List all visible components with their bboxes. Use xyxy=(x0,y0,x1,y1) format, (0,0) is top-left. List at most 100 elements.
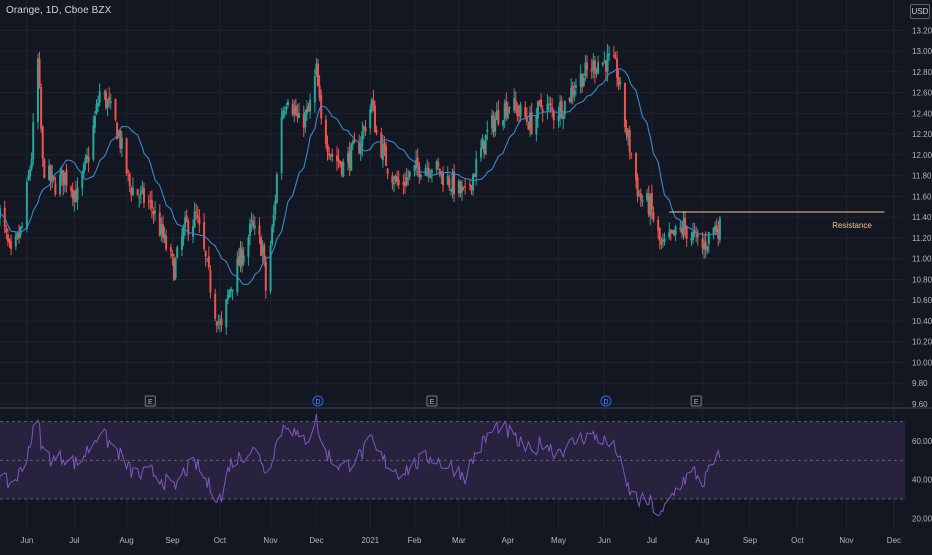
candle-body xyxy=(449,189,452,191)
candle-body xyxy=(171,253,174,257)
candle-body xyxy=(328,153,331,156)
candle-body xyxy=(623,82,626,128)
candle-body xyxy=(541,109,544,113)
candle-body xyxy=(350,144,353,171)
time-tick-label: Jul xyxy=(69,536,79,545)
candle-body xyxy=(337,158,340,162)
candle-body xyxy=(538,100,541,102)
candle-body xyxy=(614,57,617,59)
candle-body xyxy=(639,193,642,200)
candle-body xyxy=(184,217,187,228)
candle-body xyxy=(370,99,373,112)
candle-body xyxy=(435,160,438,171)
candle-body xyxy=(484,134,487,155)
candle-body xyxy=(54,183,57,195)
currency-badge[interactable]: USD xyxy=(910,4,930,19)
candle-body xyxy=(105,91,108,108)
earnings-marker-label: E xyxy=(148,399,153,406)
price-tick-label: 10.20 xyxy=(912,338,932,347)
candle-body xyxy=(280,117,283,174)
candle-body xyxy=(669,229,672,234)
candle-body xyxy=(250,220,253,222)
candle-body xyxy=(87,156,90,162)
candle-body xyxy=(86,155,89,159)
candle-body xyxy=(361,131,364,147)
candle-body xyxy=(324,119,327,145)
candle-body xyxy=(220,318,223,326)
price-tick-label: 9.60 xyxy=(912,400,928,409)
candle-body xyxy=(128,173,131,186)
candle-body xyxy=(130,188,133,196)
candle-body xyxy=(331,153,334,157)
rsi-pane: 20.00 40.00 60.00 xyxy=(0,413,932,523)
moving-average-line xyxy=(0,68,721,286)
candle-body xyxy=(704,241,707,250)
candle-body xyxy=(351,141,354,145)
candle-body xyxy=(402,181,405,185)
candle-body xyxy=(385,146,388,166)
price-tick-label: 11.60 xyxy=(912,192,932,201)
candle-body xyxy=(562,115,565,120)
candle-body xyxy=(636,177,639,197)
candle-body xyxy=(315,64,318,75)
candle-body xyxy=(718,217,721,240)
candle-body xyxy=(138,196,141,198)
candle-body xyxy=(674,226,677,235)
price-tick-label: 12.80 xyxy=(912,68,932,77)
candle-body xyxy=(650,193,653,211)
candle-body xyxy=(646,193,649,200)
dividend-marker-label: D xyxy=(315,399,320,406)
candle-body xyxy=(595,70,598,73)
candle-body xyxy=(60,169,63,177)
candle-body xyxy=(529,112,532,129)
candle-body xyxy=(418,165,421,177)
candle-body xyxy=(217,321,220,325)
candle-body xyxy=(304,111,307,128)
candle-body xyxy=(27,175,30,180)
candle-body xyxy=(470,184,473,190)
price-tick-label: 12.40 xyxy=(912,109,932,118)
candle-body xyxy=(114,98,117,121)
candle-body xyxy=(305,108,308,114)
candle-body xyxy=(459,181,462,194)
candle-body xyxy=(32,122,35,160)
candle-body xyxy=(207,256,210,268)
candle-body xyxy=(269,245,272,292)
candle-body xyxy=(381,144,384,161)
candle-body xyxy=(272,214,275,227)
candle-body xyxy=(237,256,240,266)
candle-body xyxy=(40,87,43,129)
candle-body xyxy=(51,174,54,179)
candle-body xyxy=(165,235,168,250)
candle-body xyxy=(76,187,79,201)
candle-body xyxy=(407,177,410,179)
candle-body xyxy=(535,116,538,135)
candle-body xyxy=(464,185,467,187)
candle-body xyxy=(679,227,682,230)
candle-body xyxy=(438,168,441,176)
candle-body xyxy=(49,165,52,182)
candle-body xyxy=(261,246,264,254)
candle-body xyxy=(285,107,288,111)
candle-body xyxy=(92,125,95,160)
candle-body xyxy=(540,99,543,108)
candle-body xyxy=(714,225,717,231)
candle-body xyxy=(313,76,316,103)
candle-body xyxy=(196,215,199,218)
candle-body xyxy=(29,169,32,177)
candle-body xyxy=(21,226,24,228)
time-tick-label: Mar xyxy=(452,536,466,545)
candle-body xyxy=(239,247,242,268)
candle-body xyxy=(198,218,201,225)
candle-body xyxy=(560,100,563,118)
time-tick-label: 2021 xyxy=(361,536,379,545)
time-tick-label: May xyxy=(551,536,566,545)
candle-body xyxy=(647,193,650,215)
candle-body xyxy=(81,172,84,189)
candle-body xyxy=(559,101,562,118)
earnings-marker xyxy=(426,395,438,407)
candle-body xyxy=(317,63,320,87)
candle-body xyxy=(225,299,228,328)
candle-body xyxy=(242,255,245,263)
